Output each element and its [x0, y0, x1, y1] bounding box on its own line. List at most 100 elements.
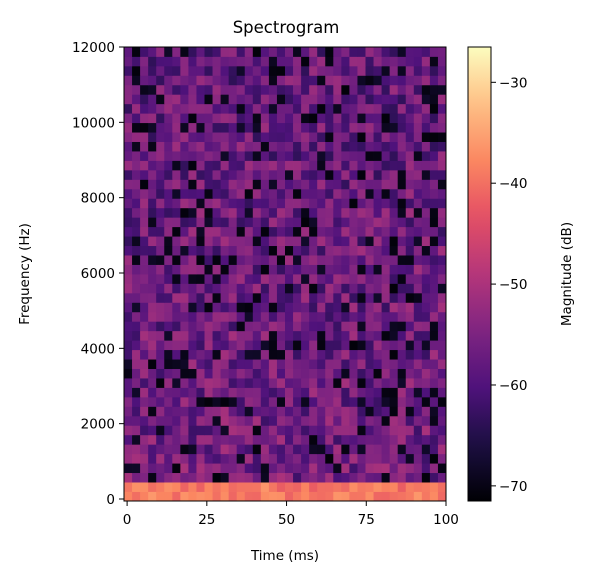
heatmap-cell [341, 368, 350, 379]
heatmap-cell [260, 311, 270, 322]
heatmap-cell [381, 340, 391, 351]
heatmap-cell [397, 349, 407, 360]
heatmap-cell [405, 56, 415, 67]
heatmap-cell [220, 482, 230, 492]
heatmap-cell [260, 151, 270, 161]
heatmap-cell [333, 255, 342, 265]
heatmap-cell [429, 217, 439, 228]
heatmap-cell [405, 340, 415, 351]
heatmap-cell [365, 188, 374, 199]
heatmap-cell [196, 245, 205, 256]
heatmap-cell [172, 349, 181, 360]
heatmap-cell [172, 302, 181, 313]
heatmap-cell [341, 359, 350, 369]
heatmap-cell [349, 274, 358, 284]
heatmap-cell [244, 415, 254, 426]
heatmap-cell [389, 444, 399, 455]
heatmap-cell [341, 236, 350, 247]
heatmap-cell [373, 396, 382, 407]
heatmap-cell [365, 321, 374, 332]
heatmap-cell [285, 491, 294, 502]
heatmap-cell [349, 56, 358, 67]
heatmap-cell [389, 330, 399, 341]
heatmap-cell [156, 311, 165, 322]
heatmap-cell [260, 84, 270, 95]
heatmap-cell [357, 368, 366, 379]
heatmap-cell [381, 453, 391, 464]
heatmap-cell [164, 368, 173, 379]
heatmap-cell [373, 378, 382, 388]
heatmap-cell [413, 463, 423, 474]
heatmap-cell [365, 359, 374, 369]
heatmap-cell [268, 169, 278, 180]
heatmap-cell [276, 292, 286, 303]
heatmap-cell [381, 160, 391, 171]
heatmap-cell [220, 255, 230, 265]
heatmap-cell [301, 444, 310, 455]
heatmap-cell [309, 132, 318, 142]
heatmap-cell [124, 226, 133, 237]
heatmap-cell [349, 264, 358, 275]
heatmap-cell [188, 75, 197, 86]
heatmap-cell [204, 491, 213, 502]
heatmap-cell [405, 321, 415, 332]
heatmap-cell [421, 103, 431, 114]
heatmap-cell [124, 434, 133, 445]
heatmap-cell [196, 65, 205, 76]
heatmap-cell [276, 151, 286, 161]
heatmap-cell [236, 217, 246, 228]
heatmap-cell [268, 292, 278, 303]
heatmap-cell [429, 84, 439, 95]
heatmap-cell [188, 188, 197, 199]
heatmap-cell [301, 425, 310, 436]
heatmap-cell [301, 75, 310, 86]
heatmap-cell [365, 396, 374, 407]
heatmap-cell [236, 463, 246, 474]
heatmap-cell [429, 321, 439, 332]
heatmap-cell [236, 84, 246, 95]
heatmap-cell [180, 47, 189, 57]
heatmap-cell [132, 444, 141, 455]
heatmap-cell [293, 122, 302, 133]
heatmap-cell [172, 274, 181, 284]
heatmap-cell [437, 132, 447, 142]
heatmap-cell [140, 274, 149, 284]
heatmap-cell [429, 56, 439, 67]
heatmap-cell [429, 160, 439, 171]
heatmap-cell [365, 302, 374, 313]
heatmap-cell [220, 113, 230, 124]
heatmap-cell [285, 349, 294, 360]
heatmap-cell [180, 94, 189, 105]
heatmap-cell [317, 359, 326, 369]
heatmap-cell [301, 236, 310, 247]
heatmap-cell [317, 415, 326, 426]
heatmap-cell [389, 84, 399, 95]
heatmap-cell [421, 482, 431, 492]
heatmap-cell [148, 387, 157, 398]
heatmap-cell [244, 132, 254, 142]
heatmap-cell [357, 94, 366, 105]
heatmap-cell [164, 340, 173, 351]
heatmap-cell [429, 330, 439, 341]
heatmap-cell [349, 245, 358, 256]
heatmap-cell [381, 491, 391, 502]
heatmap-cell [228, 453, 238, 464]
heatmap-cell [124, 151, 133, 161]
heatmap-cell [285, 453, 294, 464]
heatmap-cell [389, 434, 399, 445]
heatmap-cell [204, 122, 213, 133]
heatmap-cell [164, 160, 173, 171]
heatmap-cell [365, 207, 374, 218]
heatmap-cell [285, 188, 294, 199]
heatmap-cell [244, 340, 254, 351]
heatmap-cell [301, 198, 310, 209]
heatmap-cell [196, 453, 205, 464]
heatmap-cell [365, 141, 374, 152]
heatmap-cell [349, 141, 358, 152]
heatmap-cell [413, 491, 423, 502]
heatmap-cell [140, 236, 149, 247]
heatmap-cell [260, 453, 270, 464]
heatmap-cell [260, 368, 270, 379]
heatmap-cell [164, 453, 173, 464]
heatmap-cell [212, 198, 221, 209]
